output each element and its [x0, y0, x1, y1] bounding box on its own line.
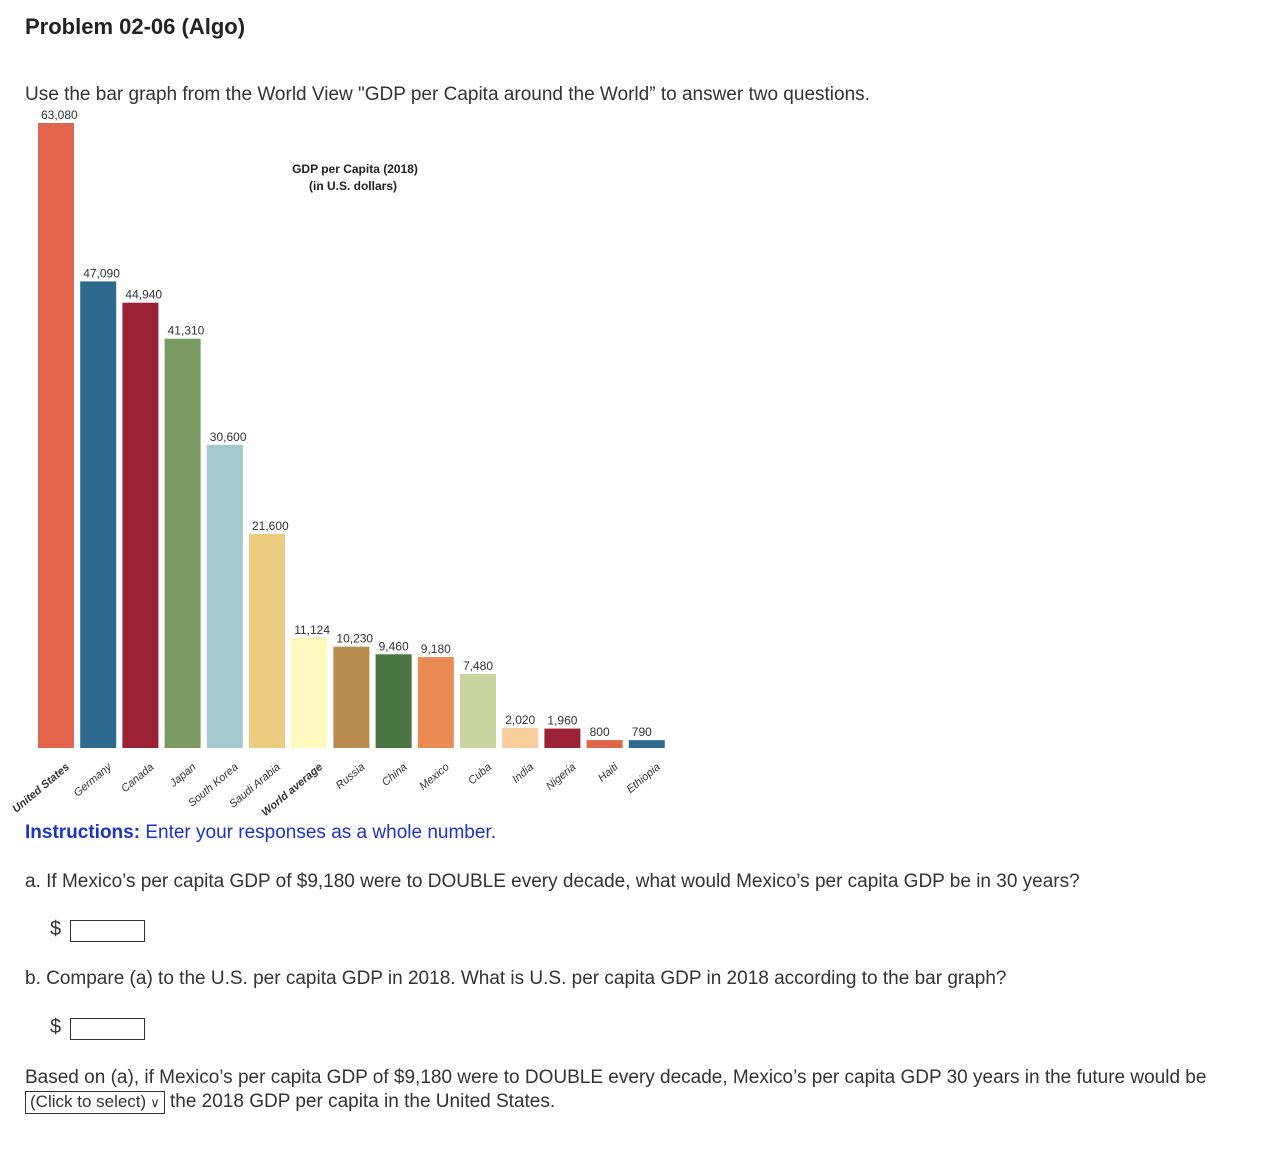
answer-b-input[interactable] [70, 1018, 145, 1040]
value-label-world-average: 11,124 [294, 623, 330, 637]
category-label-canada: Canada [119, 761, 156, 795]
instructions: Instructions: Enter your responses as a … [25, 822, 496, 844]
category-label-japan: Japan [167, 761, 198, 790]
value-label-united-states: 63,080 [41, 108, 78, 122]
chart-title: GDP per Capita (2018) [292, 162, 418, 176]
bar-cuba [460, 673, 496, 748]
final-text-after: the 2018 GDP per capita in the United St… [164, 1091, 556, 1112]
value-label-south-korea: 30,600 [210, 430, 247, 444]
value-label-mexico: 9,180 [421, 642, 451, 656]
category-label-united-states: United States [10, 761, 72, 815]
bar-haiti [586, 740, 623, 748]
dollar-sign-a: $ [50, 918, 62, 940]
chevron-down-icon: ∨ [150, 1095, 160, 1110]
intro-text: Use the bar graph from the World View "G… [25, 84, 870, 105]
select-label: (Click to select) [30, 1092, 147, 1111]
category-label-russia: Russia [334, 761, 367, 792]
value-label-saudi-arabia: 21,600 [252, 519, 289, 533]
bar-mexico [417, 657, 454, 748]
category-label-nigeria: Nigeria [544, 761, 578, 793]
bar-south-korea [206, 444, 243, 748]
problem-title: Problem 02-06 (Algo) [25, 14, 246, 39]
value-label-ethiopia: 790 [632, 725, 652, 739]
value-label-germany: 47,090 [83, 266, 120, 280]
final-statement: Based on (a), if Mexico’s per capita GDP… [25, 1066, 1265, 1114]
value-label-japan: 41,310 [168, 324, 205, 338]
answer-a-input[interactable] [70, 920, 145, 942]
category-label-india: India [510, 761, 536, 786]
category-label-mexico: Mexico [417, 761, 451, 793]
question-b: b. Compare (a) to the U.S. per capita GD… [25, 968, 1007, 989]
question-a: a. If Mexico’s per capita GDP of $9,180 … [25, 871, 1080, 892]
category-label-cuba: Cuba [466, 761, 494, 787]
bar-india [502, 727, 539, 748]
value-label-canada: 44,940 [125, 288, 162, 302]
bar-nigeria [544, 728, 581, 748]
bar-united-states [38, 123, 74, 748]
value-label-russia: 10,230 [336, 632, 373, 646]
bar-japan [164, 338, 201, 748]
dollar-sign-b: $ [50, 1016, 62, 1038]
value-label-haiti: 800 [590, 725, 610, 739]
instructions-label: Instructions: [25, 822, 141, 843]
bar-world-average [291, 637, 328, 748]
bar-germany [80, 281, 117, 748]
bar-china [375, 654, 412, 748]
value-label-india: 2,020 [505, 713, 535, 727]
final-text-before: Based on (a), if Mexico’s per capita GDP… [25, 1067, 1207, 1088]
value-label-cuba: 7,480 [463, 659, 493, 673]
category-label-ethiopia: Ethiopia [625, 761, 663, 796]
category-label-haiti: Haiti [596, 761, 621, 785]
bar-russia [333, 646, 370, 748]
category-label-china: China [380, 761, 410, 789]
gdp-bar-chart: 63,080 47,090 44,940 41,310 30,600 21,600 11,1… [10, 108, 665, 819]
bar-canada [122, 302, 159, 748]
instructions-text: Enter your responses as a whole number. [140, 822, 496, 843]
category-label-germany: Germany [72, 760, 116, 799]
comparison-select[interactable]: (Click to select) ∨ [25, 1091, 165, 1114]
chart-subtitle: (in U.S. dollars) [309, 179, 397, 193]
value-label-nigeria: 1,960 [547, 714, 577, 728]
value-label-china: 9,460 [379, 639, 409, 653]
bar-saudi-arabia [249, 533, 285, 748]
bar-ethiopia [628, 740, 665, 748]
